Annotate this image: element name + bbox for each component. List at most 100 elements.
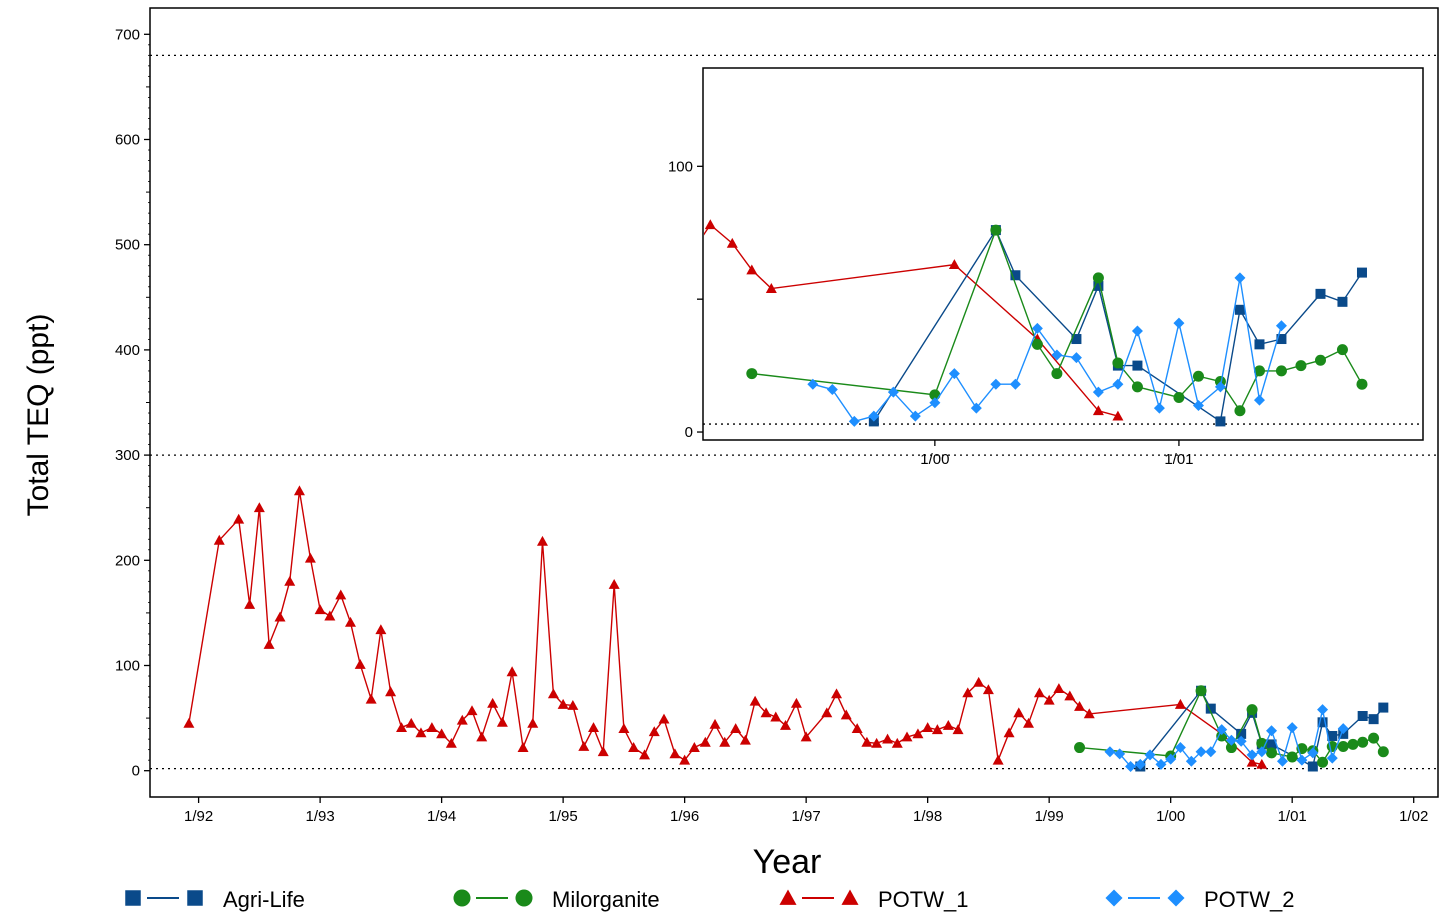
- legend-label-potw-2: POTW_2: [1204, 887, 1294, 912]
- main-point-potw-1-86: [1174, 698, 1186, 709]
- main-point-potw-1-82: [1053, 683, 1065, 694]
- inset-point-potw-2-8: [970, 402, 982, 414]
- main-point-potw-1-30: [517, 742, 529, 752]
- main-point-potw-1-13: [344, 616, 356, 627]
- main-point-potw-1-6: [274, 611, 286, 622]
- main-x-tick-label-1-98: 1/98: [913, 808, 942, 825]
- inset-y-tick-label-0: 0: [685, 424, 693, 441]
- main-point-potw-1-26: [476, 731, 488, 742]
- main-y-tick-label-400: 400: [115, 342, 140, 359]
- main-point-milorganite-8: [1286, 751, 1298, 763]
- main-point-potw-1-8: [293, 485, 305, 496]
- main-series-potw-1: [183, 485, 1268, 769]
- x-axis-title: Year: [753, 843, 822, 881]
- main-x-axis: 1/92 1/93 1/94 1/95 1/96 1/97 1/98 1/99 1/00 1/01…: [184, 797, 1428, 825]
- main-point-milorganite-13: [1337, 741, 1349, 753]
- inset-y-axis: 0 100: [668, 158, 703, 441]
- main-point-potw-1-33: [547, 688, 559, 699]
- main-point-agri-life-7: [1307, 761, 1318, 772]
- main-point-potw-2-1: [1114, 748, 1126, 760]
- main-point-potw-1-23: [445, 737, 457, 748]
- inset-point-milorganite-11: [1234, 405, 1246, 417]
- main-point-agri-life-13: [1378, 702, 1389, 713]
- main-x-tick-label-1-99: 1/99: [1035, 808, 1064, 825]
- inset-point-milorganite-12: [1253, 365, 1265, 377]
- main-point-potw-2-23: [1337, 723, 1349, 735]
- inset-point-milorganite-9: [1192, 370, 1204, 382]
- main-point-potw-2-18: [1286, 722, 1298, 734]
- main-reference-lines: [150, 54, 1438, 770]
- main-point-potw-1-40: [618, 723, 630, 734]
- legend-marker-potw-1-left: [779, 889, 797, 905]
- legend: Agri-Life Milorganite POTW_1 POTW_2: [125, 887, 1294, 912]
- main-point-agri-life-8: [1317, 717, 1328, 728]
- legend-marker-agri-life-right: [187, 890, 203, 906]
- main-series-layer: [183, 485, 1389, 772]
- main-point-milorganite-17: [1377, 746, 1389, 758]
- inset-point-potw-1-6: [948, 259, 960, 270]
- main-point-potw-1-28: [496, 716, 508, 727]
- main-point-potw-2-9: [1195, 746, 1207, 758]
- inset-y-tick-label-100: 100: [668, 158, 693, 175]
- main-point-potw-1-4: [253, 502, 265, 513]
- main-point-potw-1-69: [922, 722, 934, 732]
- main-point-potw-1-41: [628, 742, 640, 752]
- main-point-potw-1-3: [244, 598, 256, 609]
- inset-point-agri-life-10: [1276, 334, 1287, 345]
- main-point-potw-1-46: [679, 754, 691, 765]
- inset-point-milorganite-6: [1112, 357, 1124, 369]
- main-point-potw-1-42: [639, 749, 651, 760]
- legend-marker-potw-2-left: [1105, 889, 1123, 907]
- main-point-potw-1-77: [1003, 727, 1015, 738]
- main-point-potw-2-15: [1256, 746, 1268, 758]
- main-point-potw-1-80: [1033, 687, 1045, 698]
- main-point-potw-1-44: [658, 713, 670, 724]
- main-point-potw-1-84: [1074, 701, 1086, 711]
- main-point-potw-1-18: [396, 722, 408, 732]
- legend-label-agri-life: Agri-Life: [223, 887, 305, 912]
- inset-point-milorganite-5: [1092, 272, 1104, 284]
- inset-point-agri-life-11: [1315, 288, 1326, 299]
- main-point-potw-1-37: [588, 722, 600, 732]
- inset-point-potw-2-10: [1009, 378, 1021, 390]
- inset-point-potw-2-17: [1153, 402, 1165, 414]
- inset-point-potw-1-8: [1092, 405, 1104, 416]
- main-point-potw-1-22: [436, 728, 448, 739]
- main-point-potw-1-36: [578, 741, 590, 751]
- inset-point-potw-1-5: [765, 283, 777, 293]
- inset-series-milorganite: [746, 224, 1368, 417]
- main-point-potw-2-10: [1205, 746, 1217, 758]
- main-point-potw-1-59: [821, 707, 833, 718]
- inset-point-potw-2-2: [848, 415, 860, 427]
- inset-point-potw-1-9: [1112, 410, 1124, 421]
- main-point-potw-1-70: [931, 724, 943, 735]
- main-point-potw-1-2: [233, 513, 245, 524]
- main-point-potw-1-21: [426, 722, 438, 732]
- main-point-potw-1-11: [324, 610, 336, 621]
- inset-line-potw-2: [812, 277, 1283, 423]
- main-point-potw-1-51: [730, 723, 742, 734]
- inset-point-potw-1-2: [704, 219, 716, 230]
- main-point-potw-1-24: [456, 714, 468, 725]
- inset-point-potw-2-12: [1051, 349, 1063, 361]
- main-point-potw-2-4: [1144, 749, 1156, 761]
- main-point-potw-1-43: [648, 726, 660, 737]
- inset-point-potw-2-6: [929, 397, 941, 409]
- main-point-potw-1-19: [405, 717, 417, 728]
- main-y-axis: 0 100 200 300 400 500 600 700: [115, 26, 150, 780]
- main-y-tick-label-500: 500: [115, 237, 140, 254]
- main-point-milorganite-15: [1357, 736, 1369, 748]
- main-point-potw-1-35: [567, 699, 579, 710]
- inset-point-potw-2-21: [1234, 272, 1246, 284]
- main-point-potw-1-85: [1083, 708, 1095, 719]
- main-point-potw-1-49: [709, 718, 721, 729]
- main-point-potw-2-8: [1185, 755, 1197, 767]
- legend-marker-potw-1-right: [841, 889, 859, 905]
- main-point-milorganite-5: [1246, 704, 1258, 716]
- inset-point-potw-2-3: [868, 410, 880, 422]
- inset-x-axis: 1/00 1/01: [920, 440, 1194, 468]
- main-point-potw-1-5: [263, 638, 275, 649]
- main-point-potw-1-14: [354, 658, 366, 669]
- main-point-potw-1-1: [213, 534, 225, 545]
